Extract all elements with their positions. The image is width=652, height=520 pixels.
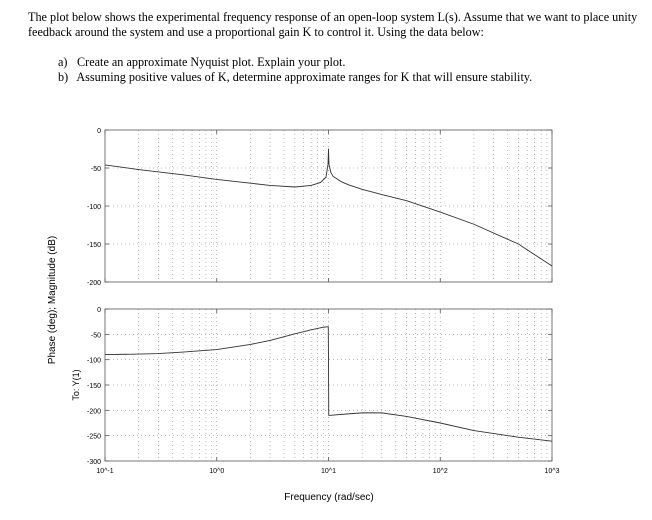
y-tick-label: -150 xyxy=(87,383,101,390)
y-axis-label: Phase (deg); Magnitude (dB) xyxy=(47,236,58,364)
x-tick-label: 10^3 xyxy=(545,468,560,475)
magnitude-curve xyxy=(104,148,553,267)
y-tick-label: -200 xyxy=(87,280,101,287)
y-tick-label: 0 xyxy=(97,128,101,135)
question-label: b) xyxy=(58,69,69,84)
y-tick-label: -300 xyxy=(87,459,101,466)
y-tick-label: 0 xyxy=(97,307,101,314)
problem-text: The plot below shows the experimental fr… xyxy=(28,10,638,84)
x-tick-label: 10^-1 xyxy=(96,468,113,475)
x-tick-label: 10^0 xyxy=(209,468,224,475)
question-label: a) xyxy=(58,55,68,69)
y-tick-label: -50 xyxy=(91,166,101,173)
channel-label: To: Y(1) xyxy=(71,369,81,400)
y-tick-label: -100 xyxy=(87,358,101,365)
y-tick-label: -150 xyxy=(87,242,101,249)
x-axis-label: Frequency (rad/sec) xyxy=(284,492,373,503)
plot-frame-magnitude xyxy=(104,129,553,283)
x-tick-label: 10^2 xyxy=(433,468,448,475)
question-text: Create an approximate Nyquist plot. Expl… xyxy=(77,55,346,69)
question-list: a) Create an approximate Nyquist plot. E… xyxy=(28,55,638,84)
y-tick-label: -200 xyxy=(87,408,101,415)
y-tick-label: -100 xyxy=(87,204,101,211)
question-text: Assuming positive values of K, determine… xyxy=(76,69,533,84)
phase-curve xyxy=(104,326,553,442)
problem-intro: The plot below shows the experimental fr… xyxy=(28,10,638,39)
plot-frame-phase xyxy=(104,308,553,462)
x-tick-label: 10^1 xyxy=(321,468,336,475)
question-a: a) Create an approximate Nyquist plot. E… xyxy=(58,55,638,70)
y-tick-label: -50 xyxy=(91,332,101,339)
question-b: b) Assuming positive values of K, determ… xyxy=(58,70,638,85)
y-tick-label: -250 xyxy=(87,434,101,441)
